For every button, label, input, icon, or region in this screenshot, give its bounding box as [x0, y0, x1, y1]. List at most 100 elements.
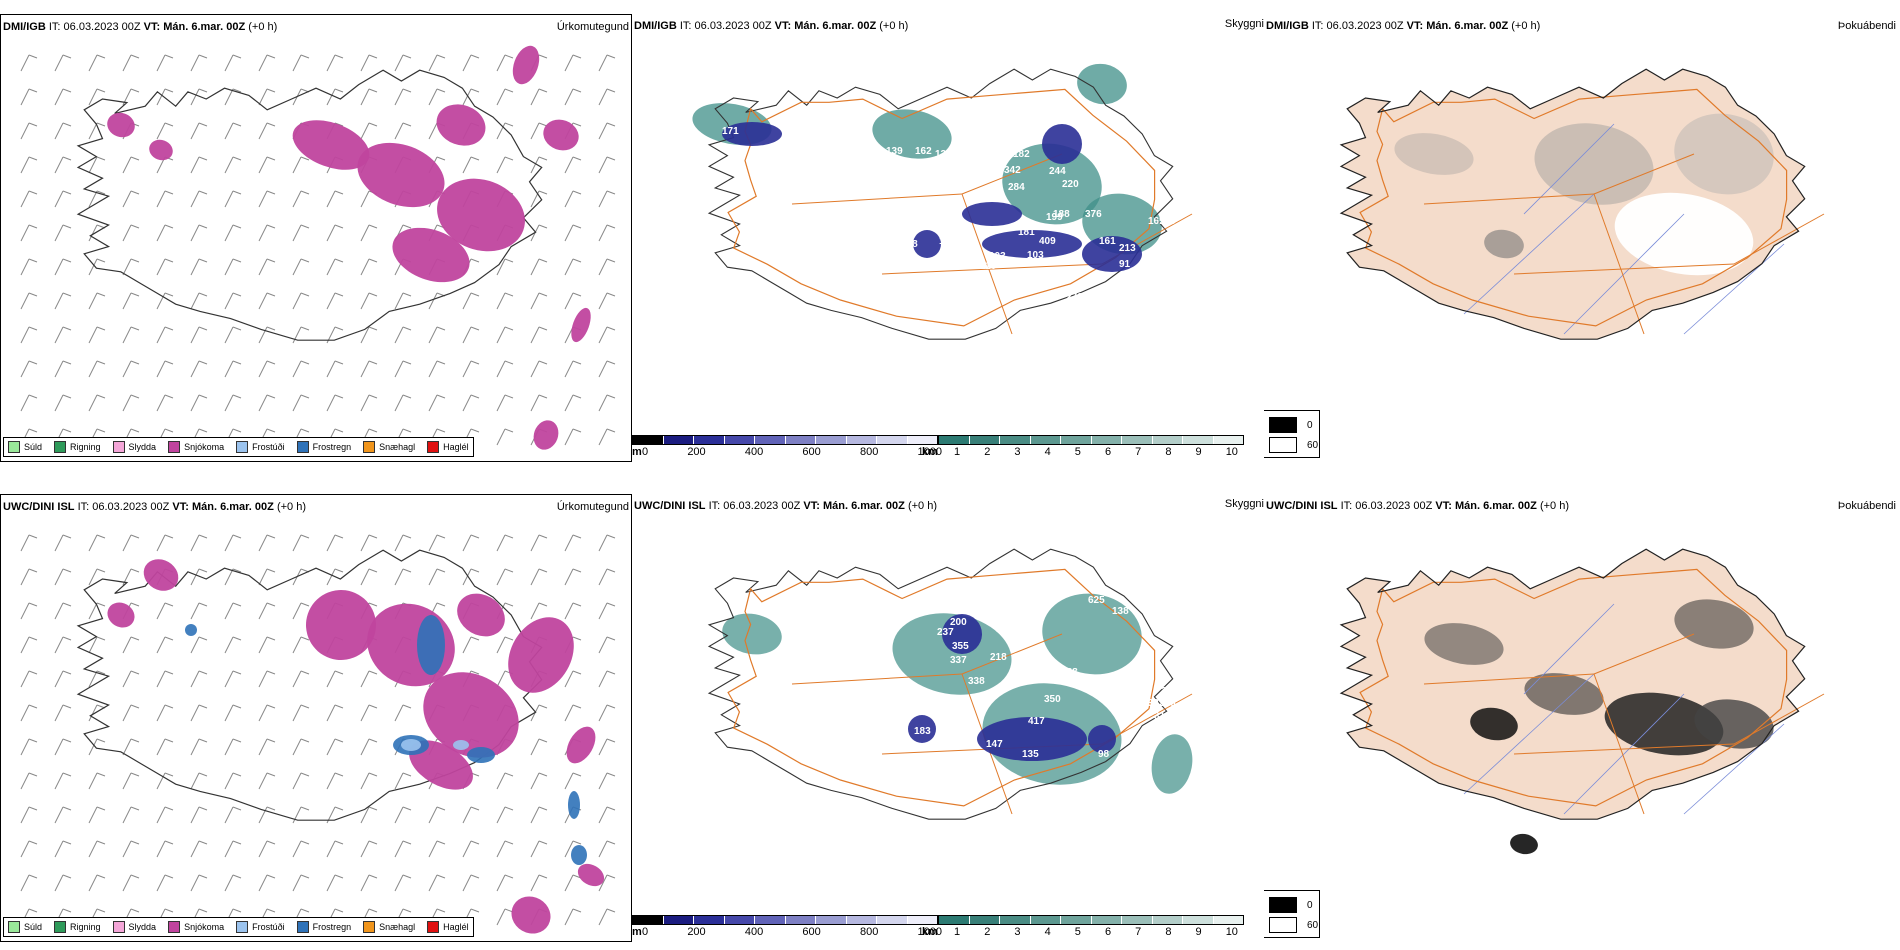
wind-barb [428, 122, 438, 140]
river [1683, 723, 1785, 815]
wind-barb [258, 806, 268, 824]
wind-barb [54, 704, 64, 722]
vis-unit: km [922, 446, 938, 458]
field-area [1088, 725, 1116, 753]
wind-barb [292, 224, 302, 242]
colorbar-step [1152, 436, 1183, 444]
fog-legend-row: 60 [1269, 437, 1318, 453]
wind-barb-feather [62, 738, 72, 743]
wind-barb [224, 704, 234, 722]
field-area [143, 559, 179, 591]
wind-barb-feather [232, 602, 242, 607]
cloud-base-label: 188 [1053, 209, 1070, 220]
wind-barb-feather [334, 670, 344, 675]
tick-label: 5 [1074, 446, 1081, 458]
wind-barb [598, 156, 608, 174]
field-area [982, 230, 1082, 258]
wind-barb-feather [504, 636, 514, 641]
field-area [872, 109, 952, 159]
wind-barb-feather [232, 636, 242, 641]
colorbar-step [1091, 916, 1122, 924]
tick-label: 400 [744, 926, 764, 938]
wind-barb-feather [470, 156, 480, 161]
panel-title: UWC/DINI ISL IT: 06.03.2023 00Z VT: Mán.… [1266, 500, 1569, 512]
wind-barb [190, 602, 200, 620]
wind-barb [190, 394, 200, 412]
lead-time: (+0 h) [1539, 500, 1569, 512]
wind-barb-feather [470, 568, 480, 573]
field-area [722, 613, 782, 655]
wind-barb [156, 394, 166, 412]
river [1523, 603, 1615, 695]
cloud-base-label: 72 [850, 878, 862, 889]
wind-barb [564, 258, 574, 276]
wind-barb-feather [572, 224, 582, 229]
vis-ticks: 1 2 3 4 5 6 7 8 9 10 [954, 446, 1238, 458]
lead-time: (+0 h) [907, 500, 937, 512]
cloud-base-label: 213 [1119, 243, 1136, 254]
wind-barb-feather [402, 394, 412, 399]
river [1463, 673, 1595, 795]
wind-barb-feather [300, 670, 310, 675]
wind-barb [122, 670, 132, 688]
legend-swatch [168, 441, 181, 453]
legend-item: Slydda [112, 441, 156, 453]
wind-barb [394, 874, 404, 892]
wind-barb [462, 326, 472, 344]
wind-barb-feather [96, 534, 106, 539]
wind-barb [564, 428, 574, 446]
wind-barb-feather [300, 292, 310, 297]
wind-barb-feather [266, 738, 276, 743]
tick-label: 4 [1044, 926, 1051, 938]
wind-barb-feather [504, 428, 514, 433]
wind-barb-feather [538, 602, 548, 607]
road [1423, 193, 1595, 205]
field-area [908, 715, 936, 743]
wind-barb-feather [130, 534, 140, 539]
wind-barb [224, 88, 234, 106]
wind-barb-feather [504, 292, 514, 297]
road [791, 673, 963, 685]
wind-barb [496, 258, 506, 276]
wind-barb [258, 602, 268, 620]
legend-label: Frostúði [252, 442, 285, 452]
cloud-base-label: 284 [1008, 182, 1025, 193]
wind-barb-feather [538, 258, 548, 263]
wind-barb-feather [368, 292, 378, 297]
wind-barb [564, 190, 574, 208]
wind-barb-feather [28, 738, 38, 743]
wind-barb-feather [96, 88, 106, 93]
wind-barb-feather [28, 840, 38, 845]
tick-label: 1000 [917, 926, 942, 938]
wind-barb [88, 806, 98, 824]
field-area [512, 45, 540, 85]
wind-barb-feather [62, 292, 72, 297]
colorbar-step [1000, 916, 1031, 924]
wind-barb [224, 54, 234, 72]
wind-barb-feather [538, 190, 548, 195]
cloud-base-label: 147 [986, 739, 1003, 750]
wind-barb-feather [606, 636, 616, 641]
cloud-base-label: 135 [939, 236, 956, 247]
wind-barb-feather [504, 122, 514, 127]
wind-barb [292, 840, 302, 858]
cloud-base-label: 19 [802, 149, 814, 160]
tick-label: 1 [954, 926, 961, 938]
wind-barb-feather [232, 224, 242, 229]
wind-barb [496, 806, 506, 824]
legend-label: Haglél [443, 922, 469, 932]
wind-barb-feather [266, 88, 276, 93]
wind-barb [122, 738, 132, 756]
wind-barb-feather [130, 772, 140, 777]
field-area [1424, 623, 1504, 665]
wind-barb [156, 874, 166, 892]
wind-barb-feather [164, 428, 174, 433]
wind-barb [54, 88, 64, 106]
wind-barb-feather [130, 636, 140, 641]
wind-barb-feather [28, 122, 38, 127]
wind-barb [156, 670, 166, 688]
wind-barb-feather [606, 670, 616, 675]
tick-label: 7 [1135, 446, 1142, 458]
wind-barb [54, 636, 64, 654]
